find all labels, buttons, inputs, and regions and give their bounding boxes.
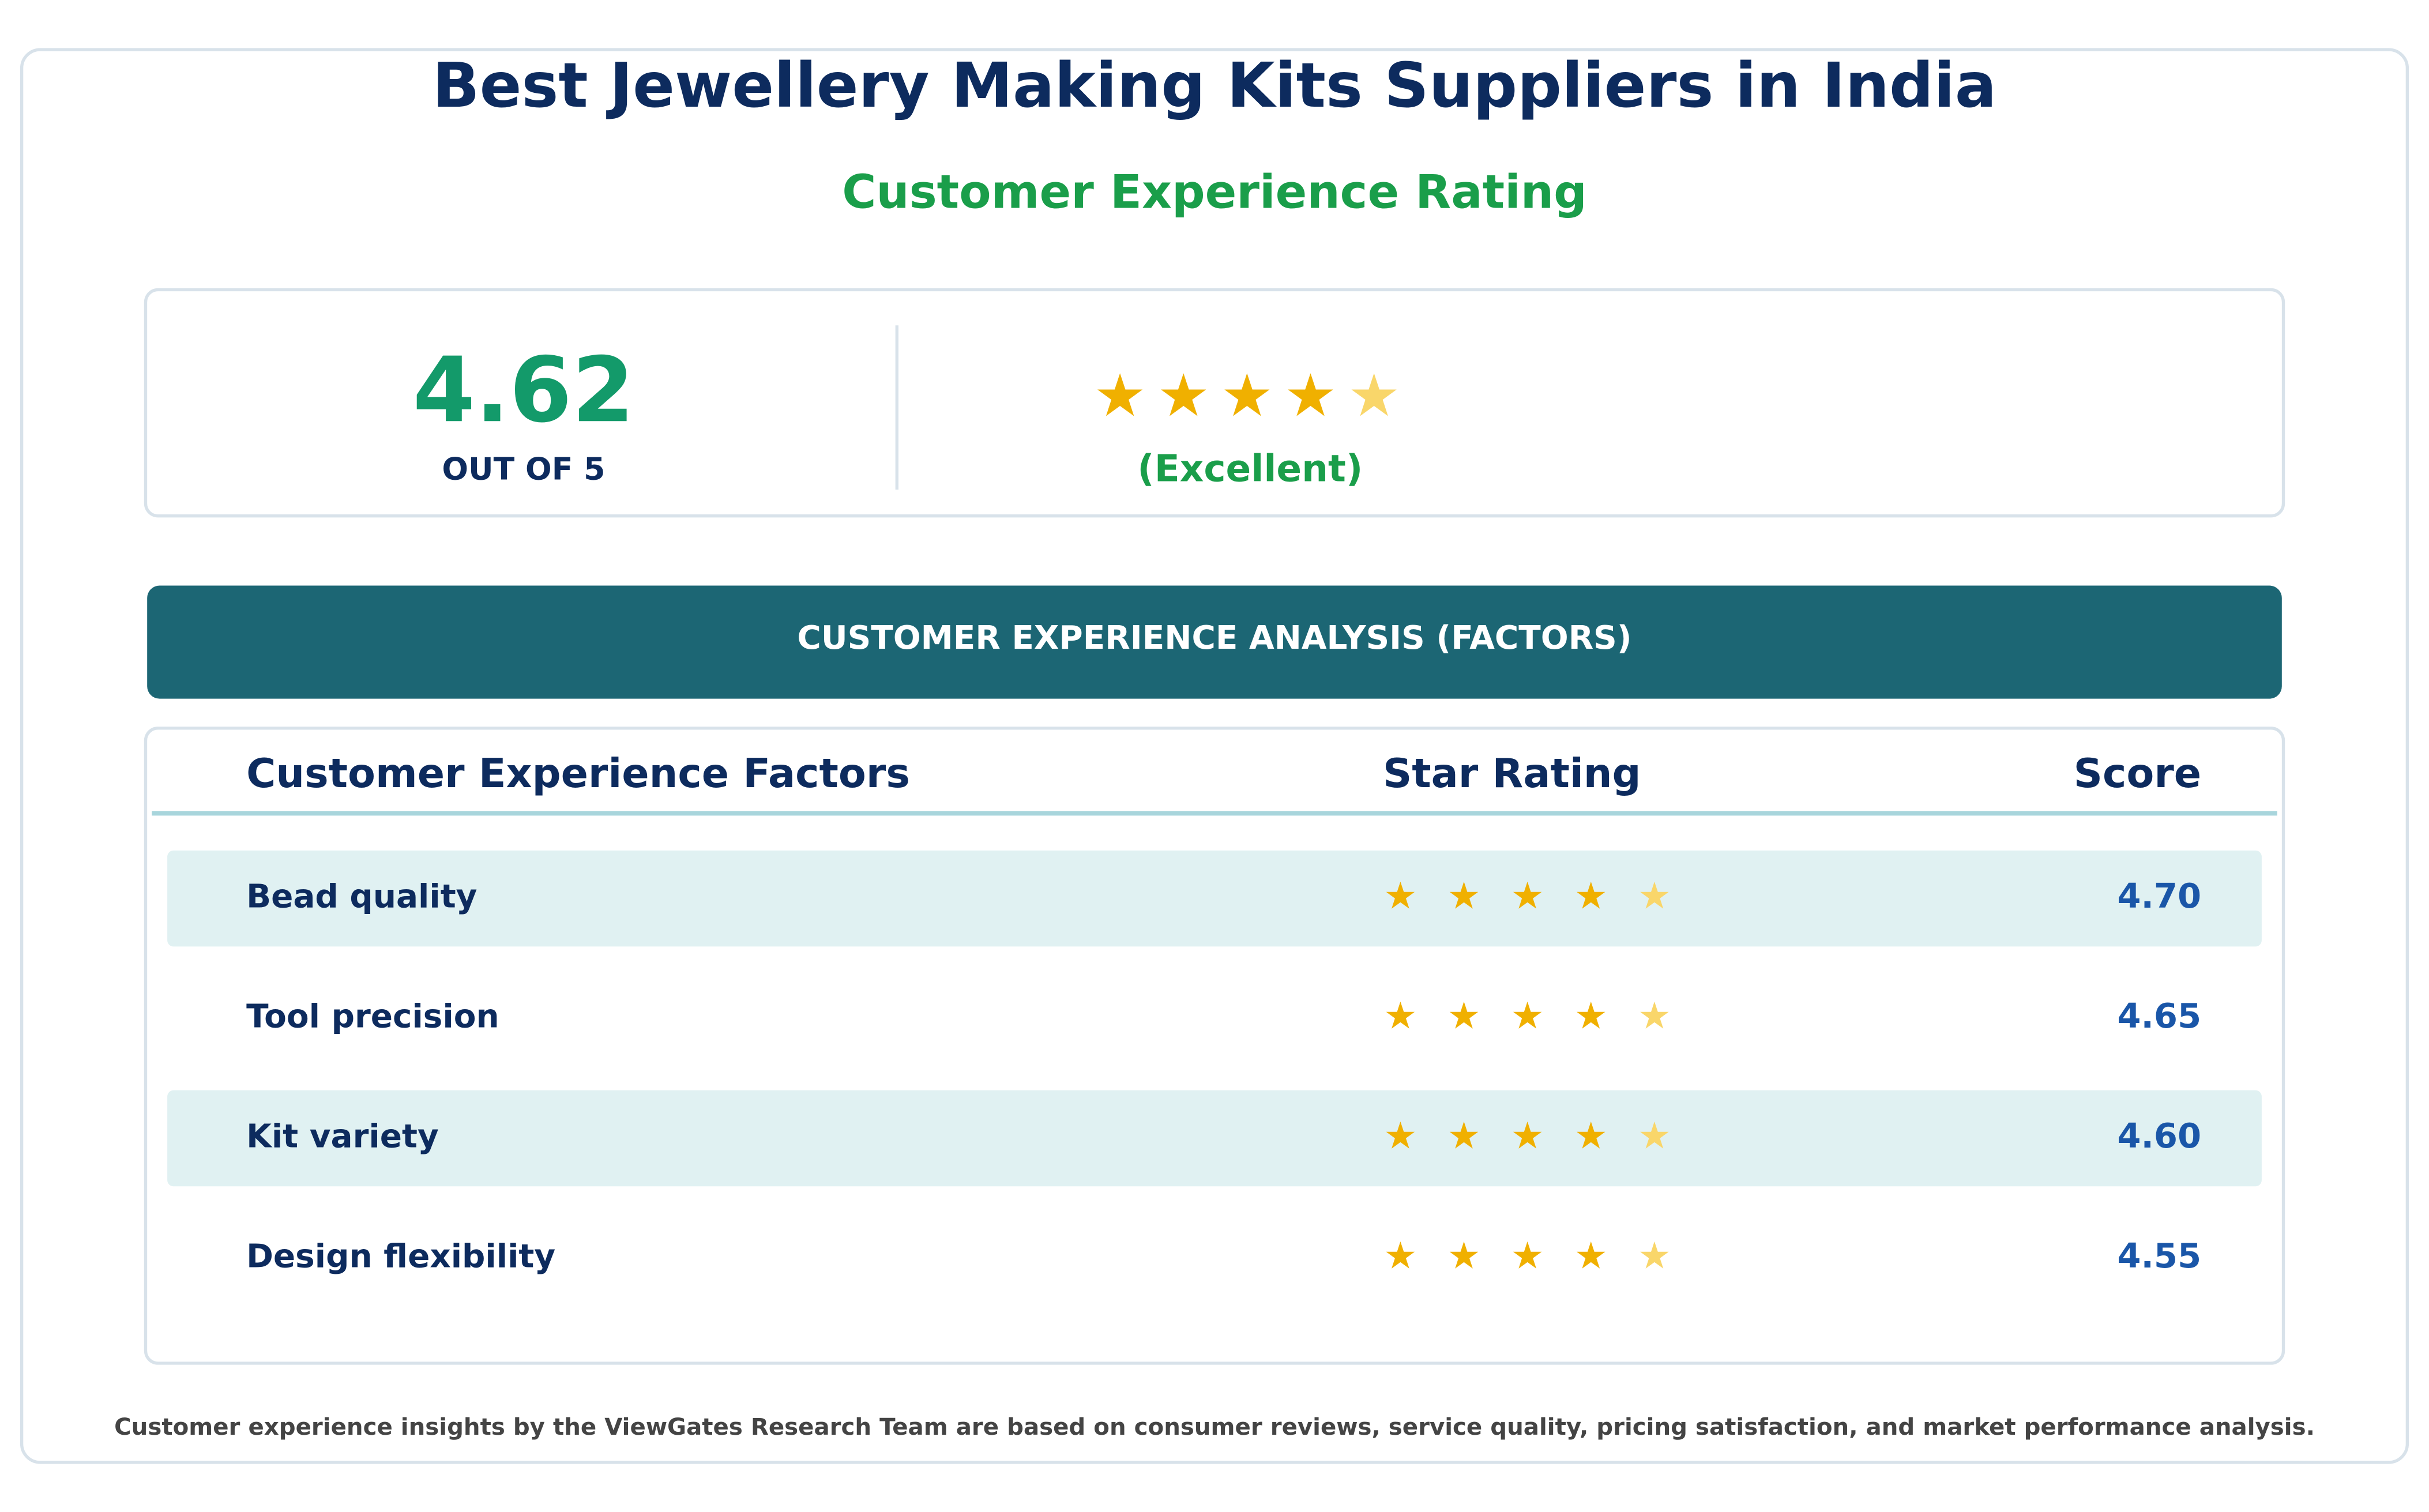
star-icon: ★ — [1383, 875, 1417, 918]
star-icon: ★ — [1574, 875, 1608, 918]
title: Best Jewellery Making Kits Suppliers in … — [433, 50, 1997, 122]
table-rows: Bead quality ★ ★ ★ ★ ★ 4.70 Tool precision ★ ★ ★ ★ ★… — [167, 850, 2262, 1277]
row-background — [167, 850, 2262, 947]
star-icon: ★ — [1638, 995, 1671, 1038]
section-banner — [147, 585, 2282, 699]
star-icon: ★ — [1093, 362, 1146, 430]
star-icon: ★ — [1511, 1115, 1544, 1158]
star-icon: ★ — [1348, 362, 1401, 430]
factor-score: 4.70 — [2117, 876, 2201, 916]
factor-score: 4.65 — [2117, 996, 2201, 1036]
summary-box — [144, 288, 2285, 518]
subtitle: Customer Experience Rating — [842, 166, 1587, 220]
star-icon: ★ — [1638, 875, 1671, 918]
star-icon: ★ — [1447, 875, 1481, 918]
star-icon: ★ — [1574, 1115, 1608, 1158]
star-icon: ★ — [1447, 995, 1481, 1038]
star-icon: ★ — [1284, 362, 1337, 430]
summary-stars: ★ ★ ★ ★ ★ — [1093, 362, 1400, 430]
star-icon: ★ — [1574, 995, 1608, 1038]
star-icon: ★ — [1383, 1234, 1417, 1277]
factor-name: Tool precision — [246, 998, 499, 1036]
column-header: Customer Experience Factors — [246, 750, 910, 797]
factor-name: Design flexibility — [246, 1238, 555, 1275]
star-icon: ★ — [1511, 875, 1544, 918]
score-scale: OUT OF 5 — [442, 450, 605, 487]
star-icon: ★ — [1157, 362, 1210, 430]
star-icon: ★ — [1638, 1115, 1671, 1158]
column-header: Star Rating — [1383, 750, 1641, 797]
star-icon: ★ — [1638, 1234, 1671, 1277]
row-background — [167, 1090, 2262, 1187]
factor-name: Kit variety — [246, 1118, 439, 1156]
star-icon: ★ — [1447, 1115, 1481, 1158]
star-icon: ★ — [1511, 1234, 1544, 1277]
star-icon: ★ — [1511, 995, 1544, 1038]
star-icon: ★ — [1447, 1234, 1481, 1277]
overall-score: 4.62 — [413, 337, 634, 442]
verdict: (Excellent) — [1137, 447, 1363, 490]
star-icon: ★ — [1383, 1115, 1417, 1158]
star-icon: ★ — [1383, 995, 1417, 1038]
factor-score: 4.55 — [2117, 1236, 2201, 1276]
footer-note: Customer experience insights by the View… — [114, 1413, 2315, 1440]
section-title: CUSTOMER EXPERIENCE ANALYSIS (FACTORS) — [797, 619, 1631, 657]
factor-score: 4.60 — [2117, 1116, 2201, 1156]
star-icon: ★ — [1221, 362, 1274, 430]
column-header: Score — [2074, 750, 2201, 797]
star-icon: ★ — [1574, 1234, 1608, 1277]
factor-name: Bead quality — [246, 878, 477, 916]
